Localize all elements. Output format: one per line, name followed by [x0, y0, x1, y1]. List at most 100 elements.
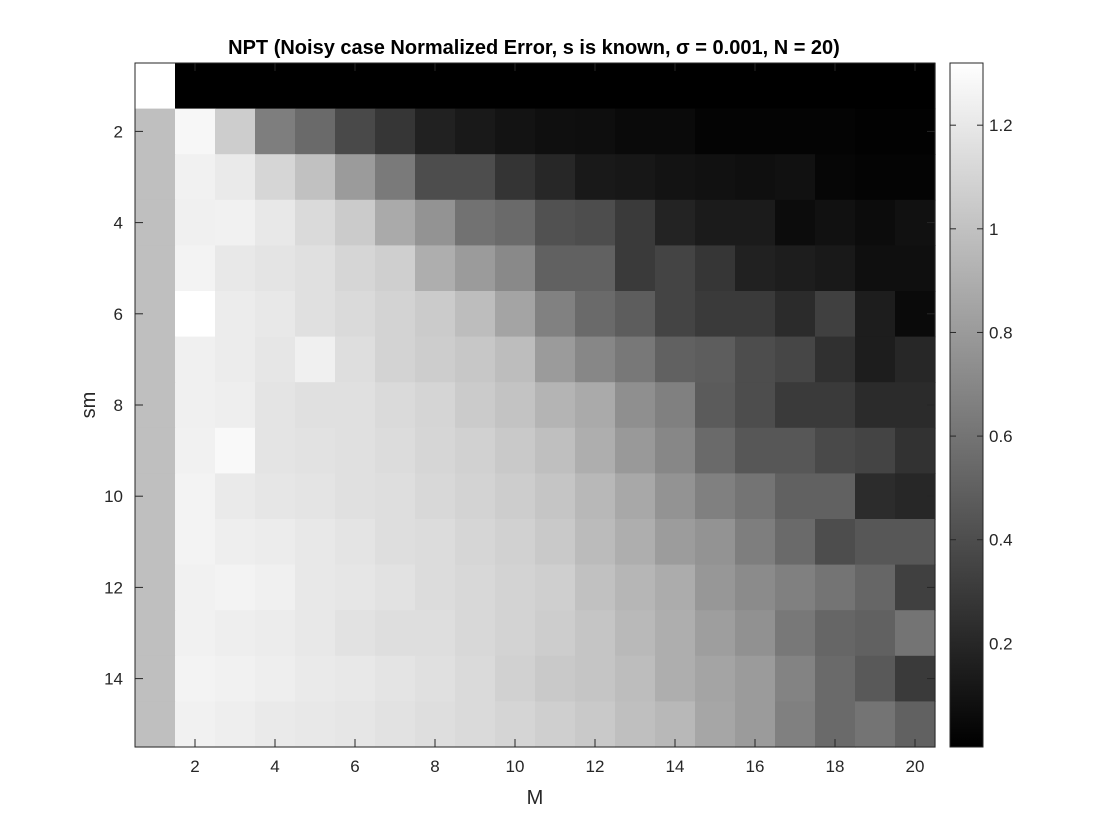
heatmap-cell: [415, 564, 456, 611]
heatmap-cell: [215, 63, 256, 110]
heatmap-cell: [655, 108, 696, 155]
heatmap-cell: [695, 291, 736, 338]
heatmap-cell: [615, 154, 656, 201]
heatmap-cell: [375, 154, 416, 201]
heatmap-cell: [895, 245, 936, 292]
y-tick-label: 12: [104, 578, 123, 597]
heatmap-cell: [415, 245, 456, 292]
heatmap-cell: [615, 701, 656, 748]
heatmap-cell: [135, 63, 176, 110]
heatmap-cell: [455, 473, 496, 520]
heatmap-cell: [535, 291, 576, 338]
colorbar-tick-label: 1.2: [989, 116, 1013, 135]
heatmap-cell: [415, 291, 456, 338]
heatmap-cell: [735, 427, 776, 474]
heatmap-cell: [175, 336, 216, 383]
heatmap-cell: [295, 473, 336, 520]
heatmap-cell: [215, 473, 256, 520]
heatmap-cell: [695, 701, 736, 748]
heatmap-cell: [495, 610, 536, 657]
heatmap-cell: [175, 382, 216, 429]
heatmap-cell: [215, 199, 256, 246]
heatmap-cell: [775, 564, 816, 611]
heatmap-cell: [615, 108, 656, 155]
x-axis-label: M: [527, 787, 544, 809]
heatmap-cell: [895, 154, 936, 201]
heatmap-cell: [455, 63, 496, 110]
heatmap-cell: [775, 199, 816, 246]
heatmap-cell: [775, 519, 816, 566]
heatmap-cell: [215, 108, 256, 155]
heatmap-cell: [175, 108, 216, 155]
heatmap-cell: [775, 245, 816, 292]
heatmap-cell: [255, 199, 296, 246]
heatmap-cell: [855, 427, 896, 474]
heatmap-cell: [135, 154, 176, 201]
heatmap-cell: [535, 199, 576, 246]
heatmap-cell: [815, 154, 856, 201]
heatmap-cell: [215, 291, 256, 338]
heatmap-cell: [695, 63, 736, 110]
heatmap-cell: [495, 655, 536, 702]
heatmap-cell: [175, 655, 216, 702]
y-axis-label: sm: [78, 392, 100, 419]
heatmap-cell: [535, 154, 576, 201]
heatmap-cell: [655, 382, 696, 429]
heatmap-cell: [255, 108, 296, 155]
heatmap-cell: [735, 199, 776, 246]
heatmap-cell: [735, 655, 776, 702]
heatmap-cell: [855, 564, 896, 611]
heatmap-cell: [655, 427, 696, 474]
heatmap-cell: [255, 382, 296, 429]
heatmap-cell: [695, 245, 736, 292]
heatmap-cell: [455, 382, 496, 429]
y-tick-label: 6: [114, 305, 123, 324]
heatmap-cell: [175, 610, 216, 657]
colorbar-tick-label: 1: [989, 220, 998, 239]
heatmap-cell: [855, 655, 896, 702]
heatmap-cell: [575, 655, 616, 702]
heatmap-cell: [375, 108, 416, 155]
heatmap-cell: [695, 473, 736, 520]
heatmap-cell: [615, 336, 656, 383]
heatmap-cell: [295, 701, 336, 748]
heatmap-cell: [295, 291, 336, 338]
heatmap-cell: [695, 427, 736, 474]
heatmap-cell: [415, 336, 456, 383]
heatmap-cell: [535, 610, 576, 657]
heatmap-cell: [375, 382, 416, 429]
heatmap-cell: [215, 610, 256, 657]
heatmap-cell: [335, 245, 376, 292]
heatmap-cell: [135, 245, 176, 292]
heatmap-cell: [255, 655, 296, 702]
heatmap-cell: [455, 519, 496, 566]
heatmap-cell: [695, 336, 736, 383]
heatmap-cell: [855, 199, 896, 246]
heatmap-cell: [615, 519, 656, 566]
heatmap-cell: [535, 655, 576, 702]
heatmap-cell: [695, 519, 736, 566]
heatmap-cell: [895, 427, 936, 474]
heatmap-cell: [895, 336, 936, 383]
heatmap-cell: [215, 655, 256, 702]
heatmap-cell: [895, 519, 936, 566]
heatmap-cell: [375, 291, 416, 338]
heatmap-cell: [175, 154, 216, 201]
heatmap-cell: [295, 655, 336, 702]
heatmap-cell: [535, 564, 576, 611]
chart-title: NPT (Noisy case Normalized Error, s is k…: [228, 37, 840, 59]
heatmap-cell: [135, 427, 176, 474]
heatmap-cell: [695, 199, 736, 246]
x-tick-label: 8: [430, 757, 439, 776]
heatmap-cell: [495, 473, 536, 520]
heatmap-cell: [775, 655, 816, 702]
heatmap-cell: [775, 108, 816, 155]
heatmap-cell: [375, 245, 416, 292]
heatmap-cell: [215, 245, 256, 292]
colorbar-tick-label: 0.6: [989, 427, 1013, 446]
heatmap-cell: [655, 199, 696, 246]
heatmap-cell: [815, 473, 856, 520]
heatmap-cell: [615, 199, 656, 246]
heatmap-cell: [295, 427, 336, 474]
